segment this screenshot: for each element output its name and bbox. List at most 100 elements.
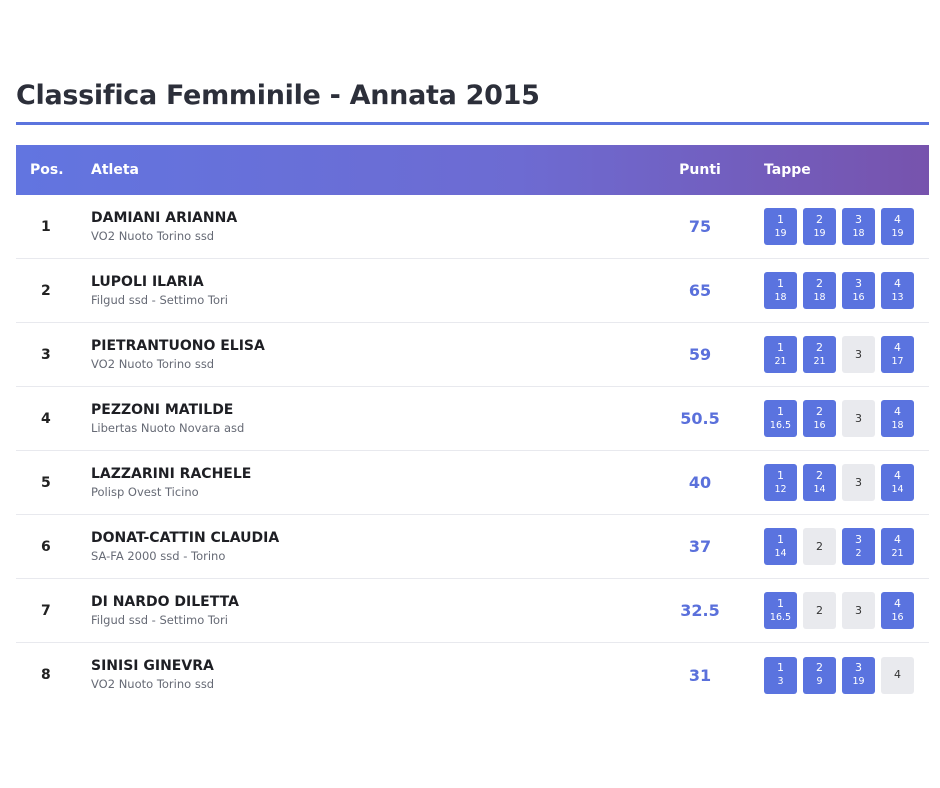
table-row: 7 DI NARDO DILETTA Filgud ssd - Settimo To…	[16, 579, 929, 643]
stage-points: 9	[816, 676, 823, 687]
stage-badge: 4 13	[881, 272, 914, 309]
row-stages: 1 21 2 21 3 4 17	[764, 336, 929, 373]
table-row: 5 LAZZARINI RACHELE Polisp Ovest Ticino 40 1…	[16, 451, 929, 515]
stage-number: 2	[816, 404, 823, 418]
stage-number: 1	[777, 404, 784, 418]
title-divider	[16, 122, 929, 125]
table-body: 1 DAMIANI ARIANNA VO2 Nuoto Torino ssd 75 1 1…	[16, 195, 929, 707]
header-athlete: Atleta	[91, 162, 139, 178]
row-points: 50.5	[680, 409, 720, 428]
stage-badge: 1 18	[764, 272, 797, 309]
stage-badge: 4 21	[881, 528, 914, 565]
stage-points: 18	[891, 419, 904, 431]
row-stages: 1 16.5 2 3 4 16	[764, 592, 929, 629]
row-athlete: LAZZARINI RACHELE Polisp Ovest Ticino	[91, 466, 636, 500]
stage-points: 12	[774, 483, 787, 495]
stage-number: 3	[855, 411, 862, 425]
athlete-name: DAMIANI ARIANNA	[91, 209, 238, 226]
row-stages: 1 14 2 3 2 4 21	[764, 528, 929, 565]
row-position: 8	[41, 667, 51, 683]
stage-badge: 3 19	[842, 656, 875, 694]
athlete-name: SINISI GINEVRA	[91, 658, 214, 674]
stage-badge: 1 16.5	[764, 400, 797, 437]
stage-badge: 2 19	[803, 208, 836, 245]
table-row: 6 DONAT-CATTIN CLAUDIA SA-FA 2000 ssd - To…	[16, 515, 929, 579]
ranking-table: Pos. Atleta Punti Tappe 1 DAMIANI ARIANNA…	[16, 145, 929, 707]
stage-badge: 4 14	[881, 464, 914, 501]
stage-points: 16	[891, 611, 904, 623]
row-position: 5	[41, 474, 51, 491]
stage-number: 3	[855, 347, 862, 361]
stage-points: 17	[891, 355, 904, 367]
athlete-club: Libertas Nuoto Novara asd	[91, 420, 245, 435]
row-athlete: PEZZONI MATILDE Libertas Nuoto Novara asd	[91, 402, 636, 436]
stage-badge: 1 16.5	[764, 592, 797, 629]
athlete-name: PIETRANTUONO ELISA	[91, 337, 265, 354]
table-row: 1 DAMIANI ARIANNA VO2 Nuoto Torino ssd 75 1 1…	[16, 195, 929, 259]
page-title: Classifica Femminile - Annata 2015	[16, 80, 540, 111]
stage-number: 2	[816, 661, 823, 674]
table-row: 2 LUPOLI ILARIA Filgud ssd - Settimo Tori 6…	[16, 259, 929, 323]
athlete-name: LAZZARINI RACHELE	[91, 465, 252, 482]
row-athlete: SINISI GINEVRA VO2 Nuoto Torino ssd	[91, 658, 636, 692]
table-row: 4 PEZZONI MATILDE Libertas Nuoto Novara as…	[16, 387, 929, 451]
stage-badge: 3	[842, 400, 875, 437]
stage-number: 4	[894, 404, 901, 418]
row-position: 3	[41, 346, 51, 363]
row-athlete: DI NARDO DILETTA Filgud ssd - Settimo Tor…	[91, 594, 636, 628]
stage-number: 3	[855, 475, 862, 489]
row-position: 7	[41, 602, 51, 619]
row-points: 75	[688, 217, 712, 236]
stage-number: 1	[777, 661, 784, 674]
row-stages: 1 3 2 9 3 19 4	[764, 656, 929, 694]
stage-number: 4	[894, 668, 901, 681]
row-position: 4	[41, 410, 51, 427]
row-points: 31	[688, 665, 712, 685]
stage-badge: 4 19	[881, 208, 914, 245]
stage-number: 4	[894, 596, 901, 610]
stage-points: 19	[891, 227, 904, 239]
athlete-club: SA-FA 2000 ssd - Torino	[91, 548, 226, 563]
stage-number: 4	[894, 468, 901, 482]
stage-points: 14	[813, 483, 826, 495]
athlete-club: Filgud ssd - Settimo Tori	[91, 612, 228, 627]
row-athlete: PIETRANTUONO ELISA VO2 Nuoto Torino ssd	[91, 338, 636, 372]
stage-points: 19	[852, 676, 865, 687]
stage-badge: 3 16	[842, 272, 875, 309]
stage-points: 21	[891, 547, 904, 559]
stage-number: 1	[777, 276, 784, 290]
athlete-club: Polisp Ovest Ticino	[91, 484, 199, 499]
stage-number: 1	[777, 596, 784, 610]
row-position: 1	[41, 218, 51, 235]
table-row: 3 PIETRANTUONO ELISA VO2 Nuoto Torino ssd 5…	[16, 323, 929, 387]
stage-badge: 1 14	[764, 528, 797, 565]
stage-number: 1	[777, 532, 784, 546]
athlete-name: LUPOLI ILARIA	[91, 273, 204, 290]
stage-number: 3	[855, 603, 862, 617]
athlete-club: VO2 Nuoto Torino ssd	[91, 356, 215, 371]
stage-badge: 2 21	[803, 336, 836, 373]
stage-points: 13	[891, 291, 904, 303]
stage-points: 16	[813, 419, 826, 431]
stage-number: 2	[816, 340, 823, 354]
athlete-name: DI NARDO DILETTA	[91, 593, 239, 610]
stage-number: 3	[855, 661, 862, 674]
stage-points: 19	[813, 227, 826, 239]
stage-points: 18	[813, 291, 826, 303]
stage-number: 2	[816, 212, 823, 226]
stage-number: 4	[894, 532, 901, 546]
stage-badge: 1 19	[764, 208, 797, 245]
stage-points: 3	[777, 676, 784, 687]
row-athlete: DONAT-CATTIN CLAUDIA SA-FA 2000 ssd - Tor…	[91, 530, 636, 564]
stage-points: 19	[774, 227, 787, 239]
athlete-club: VO2 Nuoto Torino ssd	[91, 677, 215, 691]
stage-badge: 3	[842, 464, 875, 501]
row-stages: 1 18 2 18 3 16 4 13	[764, 272, 929, 309]
stage-number: 4	[894, 212, 901, 226]
stage-number: 2	[816, 468, 823, 482]
stage-badge: 2	[803, 528, 836, 565]
stage-points: 16.5	[769, 419, 792, 431]
row-points: 65	[688, 281, 712, 300]
